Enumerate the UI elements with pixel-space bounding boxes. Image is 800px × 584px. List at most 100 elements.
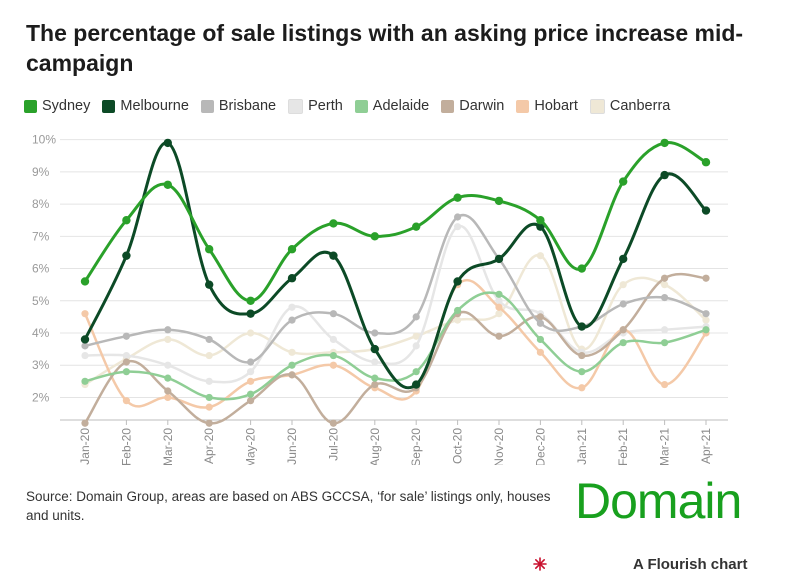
data-point-adelaide [495,290,503,298]
y-tick-label: 10% [32,133,56,147]
data-point-canberra [536,252,545,260]
data-point-darwin [495,332,503,340]
data-point-darwin [247,397,255,405]
data-point-adelaide [661,339,669,347]
data-point-sydney [287,245,297,254]
series-line-darwin [83,272,708,425]
x-tick-label: Nov-20 [492,428,506,465]
data-point-perth [164,361,172,369]
x-tick-label: Jul-20 [326,428,340,461]
series-line-adelaide [83,291,708,401]
data-point-melbourne [701,206,711,215]
legend-swatch [589,98,605,114]
data-point-brisbane [661,293,669,302]
data-point-sydney [453,193,462,202]
legend-swatch [354,99,368,113]
data-point-adelaide [702,326,710,334]
data-point-melbourne [577,322,586,331]
series-line-melbourne [83,141,708,390]
data-point-melbourne [370,344,379,354]
flourish-attribution-text: A Flourish chart [633,555,748,573]
legend-item-hobart[interactable]: Hobart [516,98,578,114]
legend-label: Canberra [609,98,671,114]
legend-item-darwin[interactable]: Darwin [441,98,504,114]
x-tick-label: Apr-21 [699,428,713,464]
data-point-sydney [577,264,586,273]
data-point-adelaide [578,368,586,376]
data-point-melbourne [122,251,131,260]
data-point-adelaide [536,335,545,344]
data-point-melbourne [619,254,628,264]
data-point-adelaide [454,306,462,315]
data-point-adelaide [81,377,89,385]
legend-item-canberra[interactable]: Canberra [589,98,671,114]
legend-swatch [102,99,116,113]
legend-swatch [200,99,214,113]
series-perth [81,223,710,385]
data-point-brisbane [619,300,627,308]
data-point-adelaide [288,361,296,369]
data-point-darwin [164,387,172,395]
data-point-melbourne [453,277,462,286]
data-point-sydney [536,216,545,225]
legend-label: Darwin [459,98,505,114]
legend-item-sydney[interactable]: Sydney [24,98,90,114]
data-point-perth [122,351,130,360]
data-point-melbourne [163,138,172,148]
legend-item-melbourne[interactable]: Melbourne [102,98,189,114]
data-point-darwin [661,274,669,282]
data-point-hobart [164,393,172,402]
x-tick-label: May-20 [244,428,258,465]
data-point-adelaide [371,374,379,382]
data-point-hobart [495,303,503,311]
gridlines [60,139,728,398]
data-point-hobart [661,380,669,389]
data-point-sydney [370,232,379,241]
data-point-hobart [329,361,337,369]
data-point-perth [412,342,420,350]
series-sydney [80,138,711,305]
data-point-canberra [412,332,420,340]
data-point-sydney [494,196,504,206]
data-point-adelaide [205,393,213,402]
data-point-melbourne [287,274,297,283]
legend-label: Melbourne [120,98,189,114]
legend-swatch [288,98,304,114]
data-point-darwin [578,351,586,360]
flourish-attribution[interactable]: A Flourish chart [533,552,747,576]
data-point-melbourne [246,309,255,318]
x-tick-label: Feb-20 [119,428,133,465]
x-tick-label: Jun-20 [285,428,299,465]
data-point-canberra [205,351,213,360]
data-point-perth [288,303,296,311]
legend-item-perth[interactable]: Perth [288,98,343,114]
data-point-darwin [122,358,130,366]
legend-swatch [24,99,37,113]
legend-label: Adelaide [372,98,430,114]
legend-item-adelaide[interactable]: Adelaide [354,98,430,114]
x-tick-label: Dec-20 [533,428,547,465]
data-point-canberra [661,281,669,289]
data-point-perth [205,377,213,385]
data-point-brisbane [412,313,420,321]
data-point-adelaide [412,368,420,376]
data-point-brisbane [81,342,89,350]
y-tick-label: 4% [32,326,50,340]
data-point-perth [247,368,255,376]
y-tick-label: 5% [32,294,50,308]
data-point-perth [329,335,337,344]
x-tick-label: Oct-20 [451,428,465,464]
series-line-brisbane [83,213,708,364]
legend-label: Brisbane [218,98,277,114]
data-point-perth [81,351,89,360]
series-brisbane [81,213,710,366]
x-tick-label: Apr-20 [202,428,216,464]
data-point-brisbane [247,358,255,366]
data-point-darwin [205,419,213,427]
data-point-hobart [247,377,255,385]
legend-label: Sydney [42,98,91,114]
legend-item-brisbane[interactable]: Brisbane [200,98,277,114]
data-point-adelaide [164,374,172,382]
data-point-hobart [81,310,89,318]
series-line-perth [83,224,708,384]
